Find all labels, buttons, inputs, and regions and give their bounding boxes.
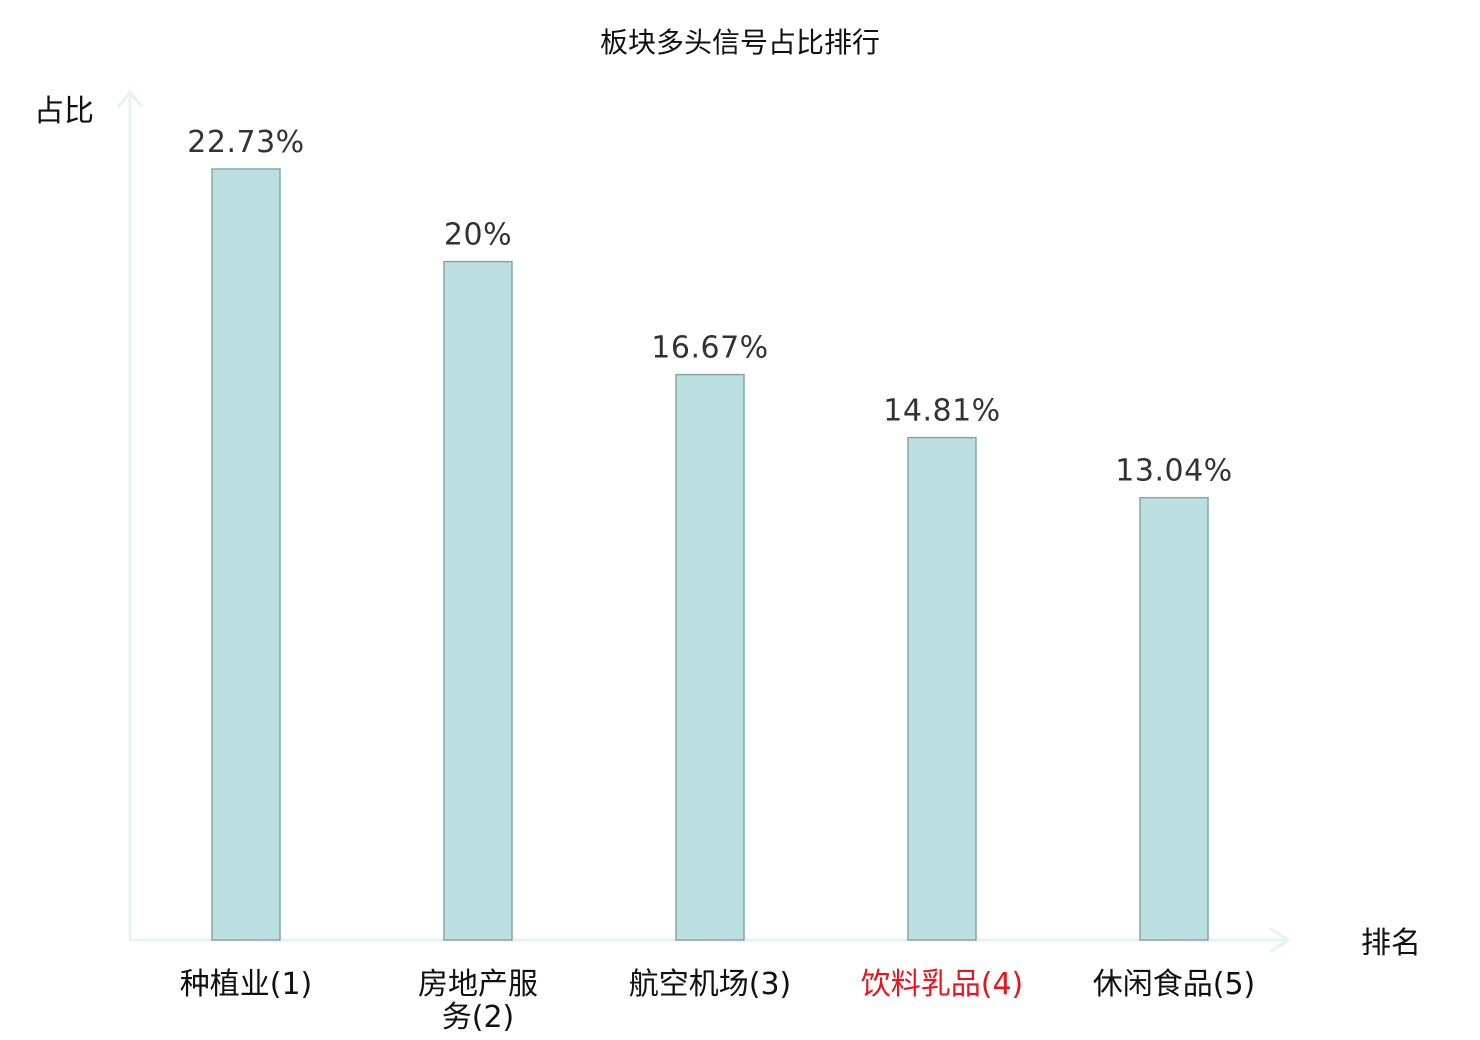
chart-title: 板块多头信号占比排行: [600, 26, 880, 59]
x-axis-arrow: [1269, 927, 1290, 953]
data-label: 22.73%: [187, 125, 304, 160]
bar: [907, 436, 977, 941]
value-labels: 22.73% 20% 16.67% 14.81% 13.04%: [187, 125, 1232, 489]
y-axis-label: 占比: [34, 94, 94, 129]
bar: [1139, 496, 1209, 941]
category-tick-label: 航空机场(3): [629, 967, 792, 1002]
x-axis-label: 排名: [1361, 926, 1421, 961]
category-tick-label: 房地产服务(2): [418, 967, 538, 1035]
bar: [443, 260, 513, 941]
bars: [211, 168, 1209, 941]
data-label: 14.81%: [883, 394, 1000, 429]
y-axis-arrow: [117, 90, 143, 108]
bar: [211, 168, 281, 941]
data-label: 20%: [444, 218, 512, 253]
category-tick-label: 休闲食品(5): [1093, 967, 1256, 1002]
category-tick-label: 饮料乳品(4): [861, 967, 1024, 1002]
data-label: 13.04%: [1115, 454, 1232, 489]
data-label: 16.67%: [651, 331, 768, 366]
bar: [675, 373, 745, 941]
category-tick-label: 种植业(1): [180, 967, 313, 1002]
category-labels: 种植业(1) 房地产服务(2) 航空机场(3) 饮料乳品(4) 休闲食品(5): [180, 967, 1256, 1035]
